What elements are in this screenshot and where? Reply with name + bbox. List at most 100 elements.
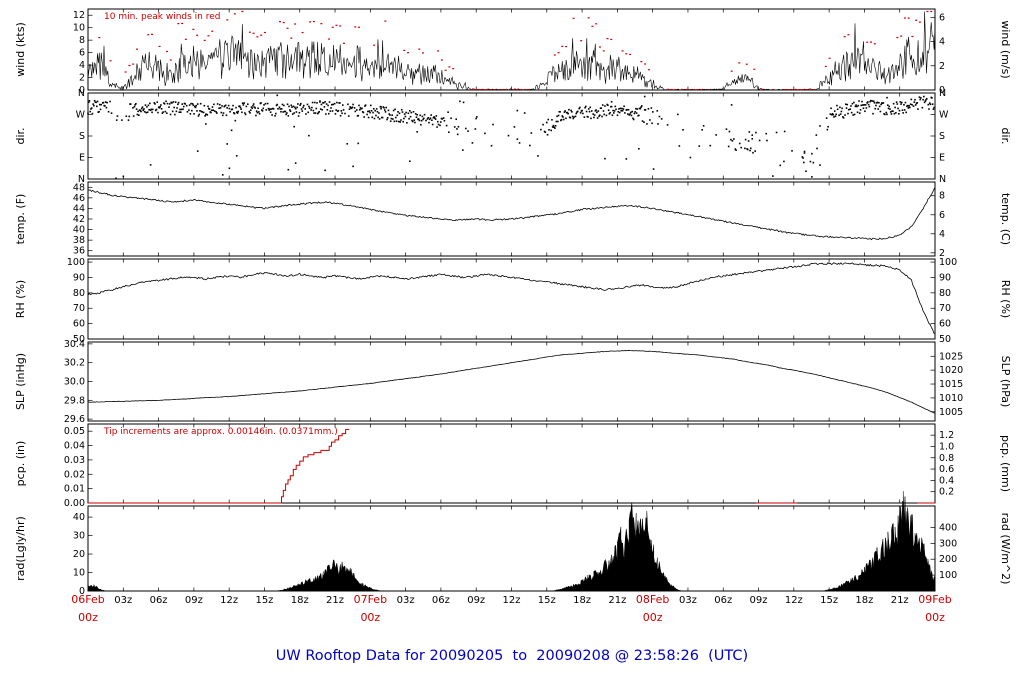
panel-rad: 0 10 20 30 40 100 200 300 400 rad(Lgly/hr) rad (W/… — [14, 491, 1012, 597]
svg-text:40: 40 — [73, 512, 85, 523]
time-tick-label: 18z — [855, 595, 873, 606]
svg-text:30.2: 30.2 — [64, 358, 85, 369]
svg-text:50: 50 — [73, 334, 85, 345]
dir-left-axis-label: dir. — [14, 127, 27, 144]
svg-text:10: 10 — [73, 23, 85, 34]
svg-text:30.4: 30.4 — [64, 339, 85, 350]
svg-text:10: 10 — [73, 568, 85, 579]
svg-text:0.01: 0.01 — [64, 484, 85, 495]
svg-text:N: N — [939, 174, 946, 185]
wind-right-axis-label: wind (m/s) — [999, 20, 1012, 78]
svg-text:38: 38 — [73, 235, 85, 246]
svg-text:80: 80 — [73, 288, 85, 299]
svg-text:8: 8 — [939, 191, 945, 202]
svg-text:60: 60 — [73, 319, 85, 330]
svg-text:0: 0 — [79, 586, 85, 597]
wind-speed-line — [87, 11, 936, 91]
svg-text:1020: 1020 — [939, 365, 963, 376]
svg-text:N: N — [78, 88, 85, 99]
radiation-area — [87, 491, 936, 592]
time-tick-label: 15z — [820, 595, 838, 606]
panel-slp: 29.6 29.8 30.0 30.2 30.4 1005 1010 1015 1020 1025… — [14, 339, 1012, 425]
svg-text:N: N — [78, 174, 85, 185]
pcp-annotation: Tip increments are approx. 0.00146in. (0… — [103, 427, 338, 437]
rh-right-ticks: 50 60 70 80 90 100 — [930, 257, 957, 345]
svg-text:1015: 1015 — [939, 379, 963, 390]
svg-text:6: 6 — [79, 48, 85, 59]
svg-text:12: 12 — [73, 10, 85, 21]
svg-text:48: 48 — [73, 182, 85, 193]
wind-left-axis-label: wind (kts) — [14, 22, 27, 77]
wind-peak-dots — [98, 10, 933, 90]
pcp-left-axis-label: pcp. (in) — [14, 441, 27, 487]
svg-text:0: 0 — [939, 85, 945, 96]
date-time-label: 00z — [643, 611, 663, 624]
time-tick-label: 06z — [432, 595, 450, 606]
svg-text:1025: 1025 — [939, 351, 963, 362]
precip-trace-0 — [88, 429, 350, 504]
plot-title: UW Rooftop Data for 20090205 to 20090208… — [275, 648, 749, 664]
time-tick-label: 03z — [114, 595, 132, 606]
wind-right-ticks: 0 2 4 6 — [930, 12, 945, 96]
svg-text:100: 100 — [939, 257, 957, 268]
time-tick-label: 09z — [750, 595, 768, 606]
svg-text:50: 50 — [939, 334, 951, 345]
wind-direction-dots — [87, 94, 935, 180]
time-tick-label: 03z — [679, 595, 697, 606]
svg-text:W: W — [939, 110, 949, 121]
wind-left-ticks: 02 46 810 12 — [73, 10, 93, 96]
pcp-right-axis-label: pcp. (mm) — [999, 435, 1012, 492]
svg-text:1010: 1010 — [939, 393, 963, 404]
svg-text:90: 90 — [73, 272, 85, 283]
slp-left-axis-label: SLP (inHg) — [14, 353, 27, 410]
pcp-right-ticks: 0.20.40.60.81.01.2 — [930, 430, 954, 498]
time-tick-label: 18z — [573, 595, 591, 606]
svg-text:40: 40 — [73, 225, 85, 236]
rad-right-axis-label: rad (W/m^2) — [999, 513, 1012, 585]
time-tick-label: 21z — [891, 595, 909, 606]
dir-right-axis-label: dir. — [999, 127, 1012, 144]
svg-text:200: 200 — [939, 554, 957, 565]
svg-text:4: 4 — [939, 37, 945, 48]
svg-text:0.02: 0.02 — [64, 469, 85, 480]
time-tick-label: 12z — [785, 595, 803, 606]
rad-left-axis-label: rad(Lgly/hr) — [14, 516, 27, 581]
svg-text:6: 6 — [939, 12, 945, 23]
date-time-label: 00z — [360, 611, 380, 624]
svg-text:46: 46 — [73, 193, 85, 204]
svg-text:E: E — [79, 153, 85, 164]
rad-right-ticks: 100 200 300 400 — [930, 522, 957, 581]
date-label: 09Feb — [918, 593, 951, 606]
rh-left-axis-label: RH (%) — [14, 280, 27, 318]
svg-text:S: S — [79, 131, 85, 142]
rh-right-axis-label: RH (%) — [999, 280, 1012, 318]
temp-line — [87, 187, 936, 241]
svg-text:29.8: 29.8 — [64, 395, 85, 406]
slp-left-ticks: 29.6 29.8 30.0 30.2 30.4 — [64, 339, 93, 425]
svg-text:300: 300 — [939, 538, 957, 549]
svg-text:0.00: 0.00 — [64, 498, 85, 509]
wind-annotation: 10 min. peak winds in red — [104, 12, 221, 22]
svg-text:1.2: 1.2 — [939, 430, 954, 441]
temp-right-axis-label: temp. (C) — [999, 193, 1012, 245]
svg-text:100: 100 — [939, 570, 957, 581]
time-tick-label: 06z — [150, 595, 168, 606]
svg-text:36: 36 — [73, 246, 85, 257]
time-tick-label: 12z — [503, 595, 521, 606]
temp-right-ticks: 2 4 6 8 — [930, 191, 945, 259]
svg-text:E: E — [939, 153, 945, 164]
temp-left-axis-label: temp. (F) — [14, 194, 27, 245]
svg-text:4: 4 — [79, 60, 85, 71]
time-tick-label: 15z — [538, 595, 556, 606]
rad-left-ticks: 0 10 20 30 40 — [73, 512, 93, 597]
time-tick-label: 06z — [714, 595, 732, 606]
svg-text:44: 44 — [73, 203, 85, 214]
time-tick-label: 03z — [397, 595, 415, 606]
date-label: 06Feb — [71, 593, 104, 606]
svg-text:2: 2 — [939, 61, 945, 72]
